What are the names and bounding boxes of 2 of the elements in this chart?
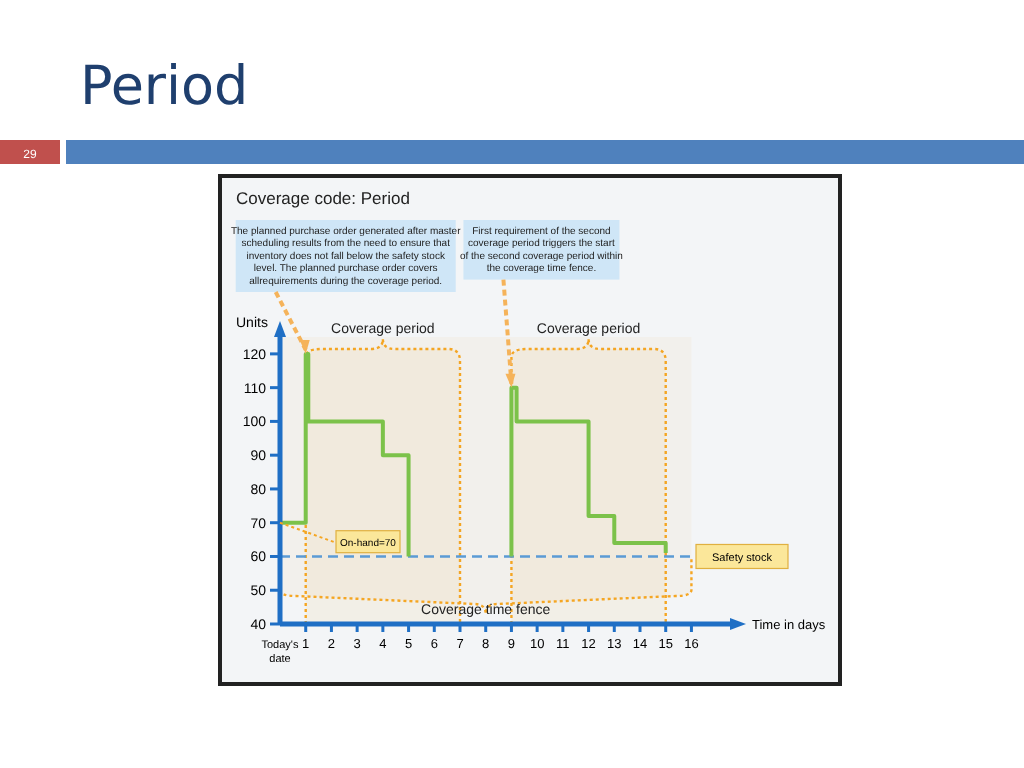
chart-title: Period xyxy=(80,56,249,118)
chart-subtitle: Coverage code: Period xyxy=(236,188,411,208)
